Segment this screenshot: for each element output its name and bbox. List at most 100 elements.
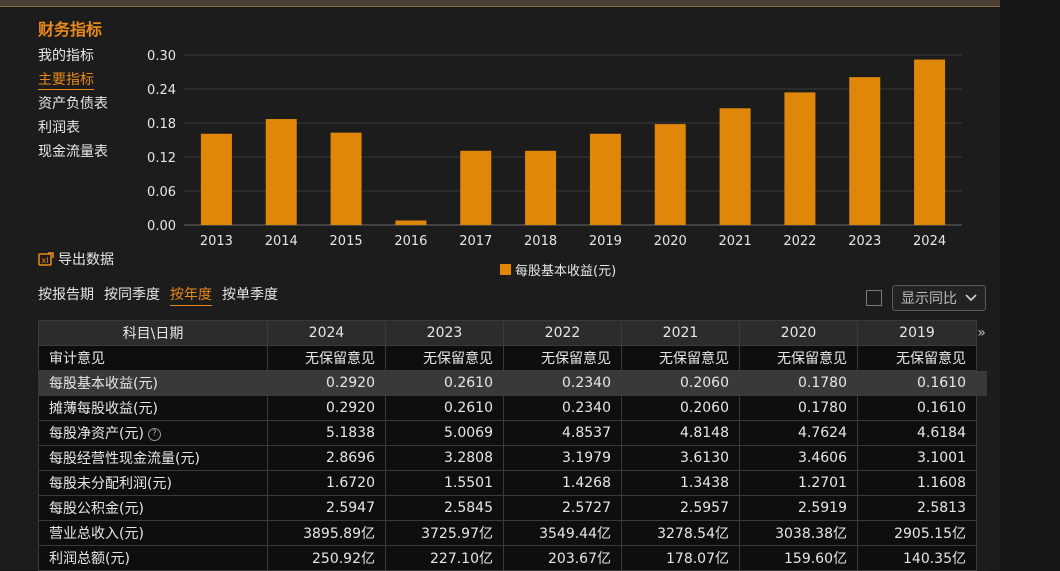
y-tick-label: 0.00 [147, 219, 176, 234]
cell: 无保留意见 [621, 345, 740, 371]
cell: 178.07亿 [621, 545, 740, 571]
cell: 0.2340 [503, 370, 622, 396]
chevron-down-icon [965, 294, 977, 302]
side-nav: 我的指标 主要指标 资产负债表 利润表 现金流量表 [38, 46, 108, 166]
cell: 227.10亿 [385, 545, 504, 571]
cell: 2.5813 [857, 495, 977, 521]
nav-item-balance-sheet[interactable]: 资产负债表 [38, 94, 108, 118]
table-row[interactable]: 利润总额(元) 250.92亿 227.10亿 203.67亿 178.07亿 … [38, 545, 987, 571]
chart-svg: 0.00 0.06 0.12 0.18 0.24 0.30 2013 2014 2015 2016… [147, 49, 962, 249]
table-row[interactable]: 每股未分配利润(元) 1.6720 1.5501 1.4268 1.3438 1… [38, 470, 987, 496]
nav-item-label: 资产负债表 [38, 96, 108, 112]
svg-text:xl: xl [42, 256, 49, 265]
cell: 无保留意见 [739, 345, 858, 371]
row-pad [976, 445, 987, 471]
header-year: 2021 [621, 320, 740, 346]
row-pad [976, 495, 987, 521]
cell: 5.1838 [267, 420, 386, 446]
nav-item-label: 现金流量表 [38, 144, 108, 160]
scroll-right-icon[interactable]: » [976, 320, 987, 346]
x-tick-label: 2021 [719, 234, 752, 249]
nav-item-my-indicators[interactable]: 我的指标 [38, 46, 108, 70]
cell: 0.1610 [857, 395, 977, 421]
row-label: 摊薄每股收益(元) [38, 395, 268, 421]
x-tick-label: 2014 [265, 234, 298, 249]
table-row-selected[interactable]: 每股基本收益(元) 0.2920 0.2610 0.2340 0.2060 0.… [38, 370, 987, 396]
yoy-checkbox[interactable] [866, 290, 882, 306]
y-tick-label: 0.12 [147, 151, 176, 166]
table-header-row: 科目\日期 2024 2023 2022 2021 2020 2019 » [38, 320, 987, 346]
cell: 0.2060 [621, 395, 740, 421]
cell: 0.2340 [503, 395, 622, 421]
legend-swatch [500, 264, 511, 275]
nav-item-label: 我的指标 [38, 48, 94, 64]
cell: 4.7624 [739, 420, 858, 446]
table-row[interactable]: 每股净资产(元)? 5.1838 5.0069 4.8537 4.8148 4.… [38, 420, 987, 446]
table-row[interactable]: 每股公积金(元) 2.5947 2.5845 2.5727 2.5957 2.5… [38, 495, 987, 521]
nav-item-main-indicators[interactable]: 主要指标 [38, 70, 108, 94]
x-tick-label: 2017 [459, 234, 492, 249]
nav-item-income-statement[interactable]: 利润表 [38, 118, 108, 142]
cell: 2905.15亿 [857, 520, 977, 546]
cell: 3.2808 [385, 445, 504, 471]
nav-item-cash-flow[interactable]: 现金流量表 [38, 142, 108, 166]
export-data-button[interactable]: xl 导出数据 [38, 249, 114, 269]
cell: 3278.54亿 [621, 520, 740, 546]
financial-panel: 财务指标 我的指标 主要指标 资产负债表 利润表 现金流量表 0.00 0.06 0… [0, 0, 1000, 571]
cell: 1.1608 [857, 470, 977, 496]
cell: 3895.89亿 [267, 520, 386, 546]
header-year: 2020 [739, 320, 858, 346]
cell: 1.5501 [385, 470, 504, 496]
cell: 0.1780 [739, 395, 858, 421]
header-subject-date: 科目\日期 [38, 320, 268, 346]
row-label: 每股未分配利润(元) [38, 470, 268, 496]
tab-by-single-quarter[interactable]: 按单季度 [222, 287, 278, 303]
help-icon[interactable]: ? [147, 427, 161, 441]
section-title: 财务指标 [38, 20, 103, 39]
y-tick-label: 0.30 [147, 49, 176, 64]
cell: 1.4268 [503, 470, 622, 496]
x-tick-label: 2019 [589, 234, 622, 249]
bar [719, 108, 751, 225]
cell: 3038.38亿 [739, 520, 858, 546]
bar [525, 150, 557, 225]
cell: 2.5947 [267, 495, 386, 521]
financial-table: 科目\日期 2024 2023 2022 2021 2020 2019 » 审计… [38, 320, 987, 571]
cell: 无保留意见 [267, 345, 386, 371]
y-tick-label: 0.18 [147, 117, 176, 132]
export-label: 导出数据 [58, 252, 114, 268]
x-tick-label: 2023 [848, 234, 881, 249]
table-row[interactable]: 营业总收入(元) 3895.89亿 3725.97亿 3549.44亿 3278… [38, 520, 987, 546]
bar [654, 124, 686, 225]
cell: 1.3438 [621, 470, 740, 496]
tab-by-year[interactable]: 按年度 [170, 284, 212, 306]
cell: 2.5957 [621, 495, 740, 521]
cell: 无保留意见 [857, 345, 977, 371]
bar [200, 133, 232, 225]
cell: 1.6720 [267, 470, 386, 496]
cell: 2.5727 [503, 495, 622, 521]
tab-by-report-period[interactable]: 按报告期 [38, 287, 94, 303]
row-pad [976, 345, 987, 371]
row-pad [976, 420, 987, 446]
cell: 159.60亿 [739, 545, 858, 571]
tab-by-same-quarter[interactable]: 按同季度 [104, 287, 160, 303]
panel-top-border [0, 0, 1000, 7]
header-year: 2023 [385, 320, 504, 346]
table-row[interactable]: 每股经营性现金流量(元) 2.8696 3.2808 3.1979 3.6130… [38, 445, 987, 471]
x-tick-label: 2022 [783, 234, 816, 249]
x-tick-label: 2015 [330, 234, 363, 249]
bar [265, 119, 297, 225]
bar [330, 132, 362, 225]
x-tick-label: 2020 [654, 234, 687, 249]
header-year: 2024 [267, 320, 386, 346]
table-row[interactable]: 摊薄每股收益(元) 0.2920 0.2610 0.2340 0.2060 0.… [38, 395, 987, 421]
yoy-dropdown[interactable]: 显示同比 [892, 285, 986, 311]
header-year: 2019 [857, 320, 977, 346]
cell: 0.2920 [267, 395, 386, 421]
x-tick-label: 2024 [913, 234, 946, 249]
cell: 4.8148 [621, 420, 740, 446]
cell: 250.92亿 [267, 545, 386, 571]
cell: 3.1979 [503, 445, 622, 471]
bar [395, 220, 427, 225]
